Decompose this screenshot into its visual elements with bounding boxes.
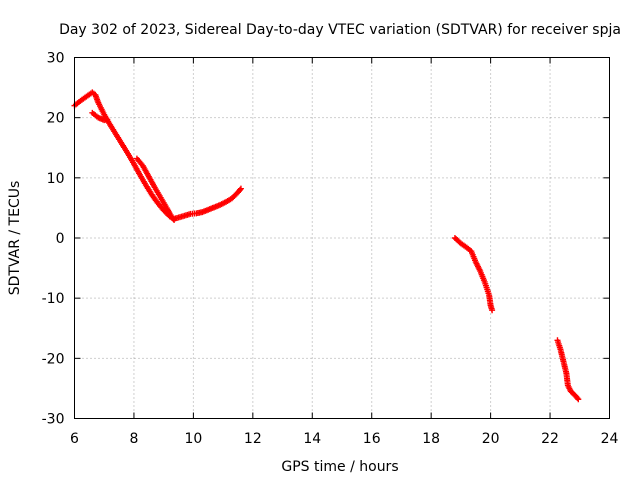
data-point-marker — [104, 116, 111, 123]
y-tick-label: -10 — [42, 291, 65, 307]
data-point-marker — [489, 307, 496, 314]
tick-labels: 6 8 10 12 14 16 18 20 22 24 30 20 10 0 -10 -20 -30 — [42, 51, 619, 448]
x-tick-label: 22 — [541, 431, 559, 447]
y-tick-label: -20 — [42, 351, 65, 367]
plot-frame — [74, 57, 610, 419]
series-arc-1c — [133, 155, 178, 223]
chart-title: Day 302 of 2023, Sidereal Day-to-day VTE… — [59, 22, 621, 38]
axis-ticks — [74, 57, 610, 419]
series-arc-3 — [554, 337, 582, 403]
x-tick-label: 24 — [601, 431, 619, 447]
y-tick-label: 10 — [47, 171, 65, 187]
data-point-marker — [170, 216, 177, 223]
x-tick-label: 8 — [129, 431, 138, 447]
grid-lines — [74, 57, 610, 419]
data-point-marker — [575, 396, 582, 403]
y-tick-label: 20 — [47, 111, 65, 127]
data-point-marker — [237, 185, 244, 192]
x-tick-label: 6 — [70, 431, 79, 447]
data-point-marker — [171, 216, 178, 223]
x-tick-label: 14 — [303, 431, 321, 447]
data-points — [71, 89, 582, 403]
x-tick-label: 18 — [422, 431, 440, 447]
x-tick-label: 12 — [244, 431, 262, 447]
x-axis-label: GPS time / hours — [281, 459, 398, 475]
x-tick-label: 16 — [363, 431, 381, 447]
data-point-marker — [574, 395, 581, 402]
series-arc-1b — [89, 109, 111, 124]
y-tick-label: 0 — [56, 231, 65, 247]
y-tick-label: -30 — [42, 412, 65, 428]
x-tick-label: 10 — [184, 431, 202, 447]
x-tick-label: 20 — [482, 431, 500, 447]
y-tick-label: 30 — [47, 51, 65, 67]
data-point-marker — [236, 186, 243, 193]
series-arc-2 — [451, 235, 496, 314]
y-axis-label: SDTVAR / TECUs — [7, 181, 23, 296]
